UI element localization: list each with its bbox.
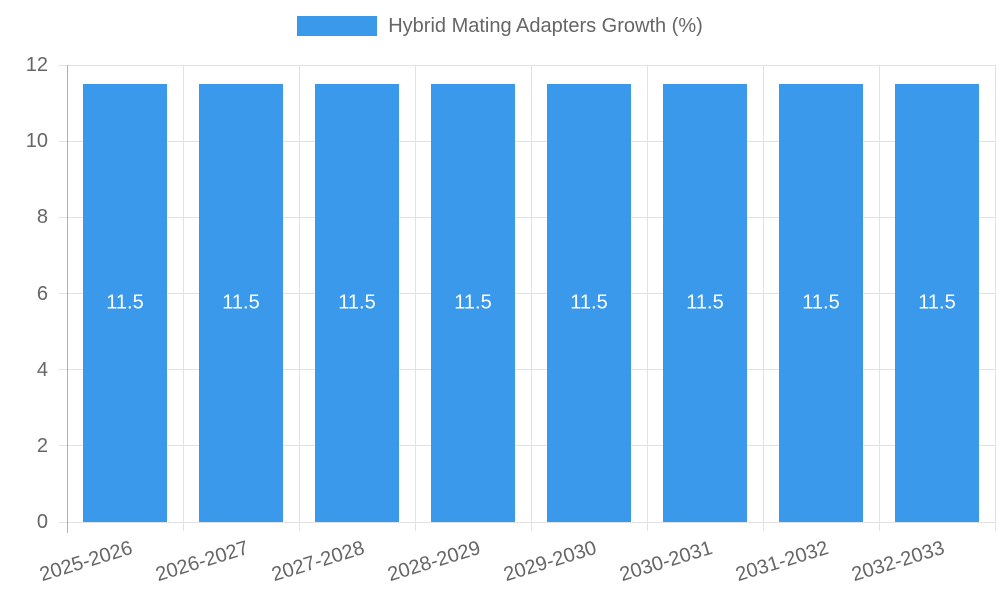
y-axis-tick-label: 6 — [36, 282, 48, 305]
gridline-horizontal — [59, 521, 995, 523]
bar-value-label: 11.5 — [570, 291, 608, 314]
bar[interactable] — [315, 84, 399, 522]
gridline-vertical — [530, 65, 532, 531]
x-axis-tick-label: 2032-2033 — [849, 537, 948, 587]
y-axis-line — [66, 65, 68, 533]
x-axis-tick-label: 2027-2028 — [269, 537, 368, 587]
bar-value-label: 11.5 — [338, 291, 376, 314]
bar-value-label: 11.5 — [802, 291, 840, 314]
gridline-vertical — [878, 65, 880, 531]
legend[interactable]: Hybrid Mating Adapters Growth (%) — [0, 14, 1000, 38]
gridline-vertical — [762, 65, 764, 531]
bar[interactable] — [431, 84, 515, 522]
x-axis-tick-label: 2031-2032 — [733, 537, 832, 587]
gridline-horizontal — [59, 445, 995, 447]
gridline-vertical — [298, 65, 300, 531]
x-axis-tick-label: 2026-2027 — [153, 537, 252, 587]
bar-value-label: 11.5 — [222, 291, 260, 314]
gridline-horizontal — [59, 369, 995, 371]
x-axis-tick-label: 2029-2030 — [501, 537, 600, 587]
gridline-vertical — [646, 65, 648, 531]
gridline-horizontal — [59, 140, 995, 142]
y-axis-tick-label: 4 — [36, 358, 48, 381]
y-axis-tick-label: 12 — [25, 54, 48, 76]
y-axis-tick-label: 8 — [36, 206, 48, 229]
gridline-horizontal — [59, 64, 995, 66]
legend-label: Hybrid Mating Adapters Growth (%) — [388, 15, 703, 37]
bar[interactable] — [83, 84, 167, 522]
x-axis-tick-label: 2025-2026 — [37, 537, 136, 587]
legend-swatch — [297, 16, 378, 36]
gridline-vertical — [414, 65, 416, 531]
bar[interactable] — [895, 84, 979, 522]
gridline-horizontal — [59, 293, 995, 294]
y-axis-tick-label: 2 — [36, 434, 48, 457]
x-axis-tick-label: 2028-2029 — [385, 537, 484, 587]
gridline-vertical — [182, 65, 184, 531]
bar-value-label: 11.5 — [918, 291, 956, 314]
bar-value-label: 11.5 — [454, 291, 492, 314]
y-axis-tick-label: 0 — [36, 511, 48, 533]
bar[interactable] — [199, 84, 283, 522]
bar[interactable] — [547, 84, 631, 522]
bar-value-label: 11.5 — [686, 291, 724, 314]
bar[interactable] — [779, 84, 863, 522]
bar[interactable] — [663, 84, 747, 522]
y-axis-tick-label: 10 — [25, 130, 48, 153]
gridline-horizontal — [59, 216, 995, 218]
gridline-vertical — [994, 65, 996, 531]
bar-value-label: 11.5 — [106, 291, 144, 314]
x-axis-tick-label: 2030-2031 — [617, 537, 716, 587]
